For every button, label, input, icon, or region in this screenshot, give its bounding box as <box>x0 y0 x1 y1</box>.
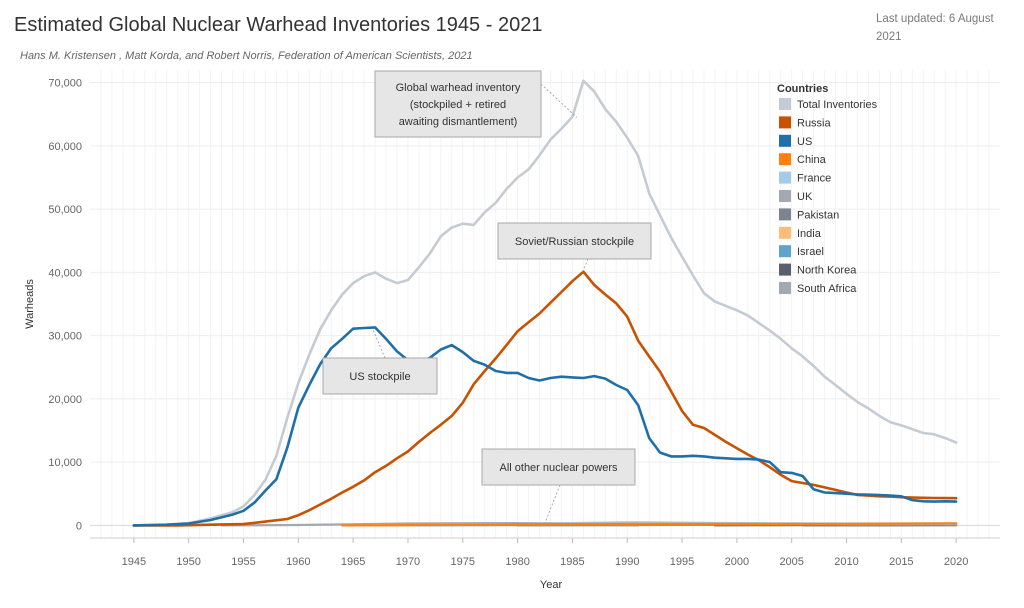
legend-label: UK <box>797 191 813 203</box>
annotation: Global warhead inventory (stockpiled + re… <box>374 70 578 138</box>
y-axis-title: Warheads <box>24 279 36 329</box>
legend-label: India <box>797 228 822 240</box>
x-tick-label: 1950 <box>176 556 200 568</box>
annotation-text: (stockpiled + retired <box>410 99 506 111</box>
last-updated-note: Last updated: 6 August 2021 <box>876 13 994 43</box>
annotation: All other nuclear powers <box>481 448 636 523</box>
y-tick-label: 40,000 <box>48 267 82 279</box>
legend-item[interactable]: UK <box>779 190 813 203</box>
x-tick-label: 2010 <box>834 556 858 568</box>
y-tick-label: 50,000 <box>48 204 82 216</box>
legend-item[interactable]: US <box>779 134 812 148</box>
legend-item[interactable]: North Korea <box>779 263 857 277</box>
legend-swatch <box>779 171 791 184</box>
legend-label: South Africa <box>797 283 857 295</box>
legend[interactable]: Countries Total Inventories Russia US China F… <box>777 83 878 295</box>
x-tick-label: 1985 <box>560 556 584 568</box>
y-tick-label: 10,000 <box>48 457 82 469</box>
y-tick-label: 30,000 <box>48 331 82 343</box>
x-tick-label: 2015 <box>889 556 913 568</box>
legend-title: Countries <box>777 83 828 95</box>
axes: 1945 1950 1955 1960 1965 1970 1975 1980 1985 1990… <box>24 78 1000 591</box>
annotation-leader <box>540 83 578 118</box>
y-tick-label: 60,000 <box>48 141 82 153</box>
x-tick-label: 1975 <box>451 556 475 568</box>
x-tick-label: 1960 <box>286 556 310 568</box>
x-tick-label: 1995 <box>670 556 694 568</box>
legend-label: Pakistan <box>797 209 839 221</box>
legend-swatch <box>779 153 791 166</box>
annotation-box <box>322 357 438 395</box>
annotation-box <box>497 222 652 260</box>
series-line-china[interactable] <box>341 522 958 527</box>
x-tick-label: 2020 <box>944 556 968 568</box>
chart-title: Estimated Global Nuclear Warhead Invento… <box>14 14 543 36</box>
y-tick-label: 70,000 <box>48 78 82 90</box>
annotation-box <box>374 70 542 138</box>
x-tick-label: 1965 <box>341 556 365 568</box>
legend-label: Russia <box>797 117 832 129</box>
legend-swatch <box>779 98 791 110</box>
legend-swatch <box>779 134 791 147</box>
legend-item[interactable]: China <box>779 153 827 166</box>
annotation-leader <box>544 484 561 523</box>
x-tick-label: 1945 <box>122 556 146 568</box>
x-tick-label: 2005 <box>779 556 803 568</box>
y-tick-label: 20,000 <box>48 394 82 406</box>
series-line-total-inventories[interactable] <box>132 79 958 527</box>
legend-label: China <box>797 154 827 166</box>
legend-item[interactable]: Pakistan <box>779 208 839 221</box>
series-lines <box>132 79 958 527</box>
legend-swatch <box>779 245 791 258</box>
legend-item[interactable]: France <box>779 171 831 185</box>
x-tick-label: 1955 <box>231 556 255 568</box>
x-tick-label: 1970 <box>396 556 420 568</box>
annotation-text: awaiting dismantlement) <box>399 116 518 128</box>
legend-swatch <box>779 190 791 202</box>
x-tick-label: 1990 <box>615 556 639 568</box>
annotation-leader <box>372 329 386 359</box>
legend-item[interactable]: India <box>779 226 822 240</box>
annotation-leader <box>581 258 589 273</box>
chart-subtitle: Hans M. Kristensen , Matt Korda, and Rob… <box>20 50 473 62</box>
annotations: Global warhead inventory (stockpiled + re… <box>322 70 652 523</box>
series-line-us[interactable] <box>132 326 958 527</box>
legend-swatch <box>779 263 791 276</box>
annotation-text: Global warhead inventory <box>396 82 521 94</box>
legend-swatch <box>779 208 791 221</box>
annotation-box <box>481 448 636 486</box>
legend-swatch <box>779 282 791 294</box>
legend-item[interactable]: Total Inventories <box>779 98 878 111</box>
grid <box>90 70 1000 538</box>
legend-item[interactable]: Israel <box>779 245 824 258</box>
legend-label: US <box>797 136 812 148</box>
annotation-text: Soviet/Russian stockpile <box>515 236 634 248</box>
x-tick-label: 1980 <box>505 556 529 568</box>
legend-label: North Korea <box>797 265 857 277</box>
series-line-russia[interactable] <box>132 270 958 527</box>
legend-label: Israel <box>797 246 824 258</box>
legend-label: Total Inventories <box>797 99 878 111</box>
legend-item[interactable]: South Africa <box>779 282 857 295</box>
annotation-text: All other nuclear powers <box>499 462 618 474</box>
legend-label: France <box>797 173 831 185</box>
legend-swatch <box>779 226 791 239</box>
annotation-text: US stockpile <box>349 371 410 383</box>
x-axis-title: Year <box>540 579 563 591</box>
legend-swatch <box>779 116 791 129</box>
annotation: US stockpile <box>322 329 438 395</box>
y-tick-label: 0 <box>76 520 82 532</box>
x-tick-label: 2000 <box>725 556 749 568</box>
annotation: Soviet/Russian stockpile <box>497 222 652 273</box>
legend-item[interactable]: Russia <box>779 116 832 129</box>
